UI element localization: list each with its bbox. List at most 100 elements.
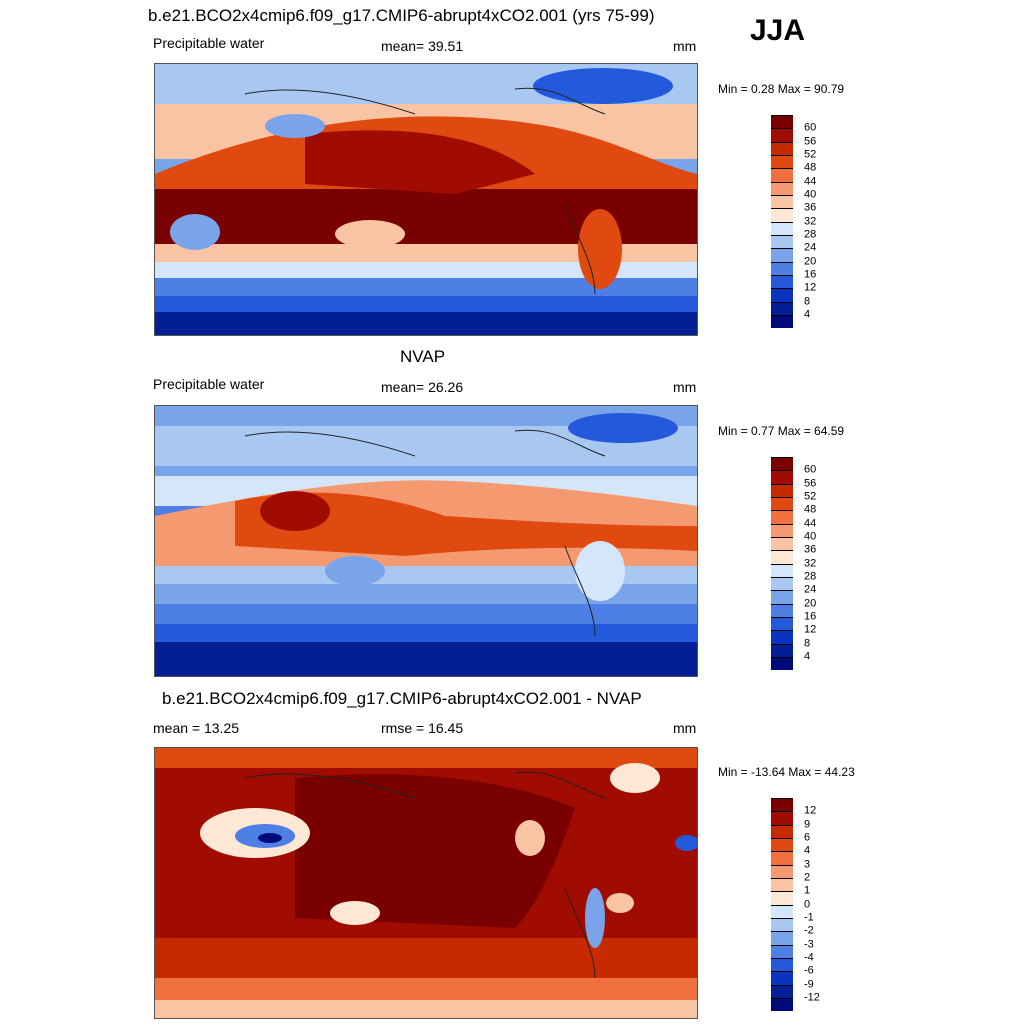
cbar-swatch bbox=[771, 275, 793, 289]
cbar-swatch bbox=[771, 878, 793, 892]
cbar-swatch bbox=[771, 248, 793, 262]
cbar-label: 56 bbox=[804, 477, 817, 490]
cbar-swatch bbox=[771, 510, 793, 524]
cbar-swatch bbox=[771, 457, 793, 471]
cbar-label: 28 bbox=[804, 570, 817, 583]
cbar-label: 12 bbox=[804, 623, 817, 636]
cbar-swatch bbox=[771, 142, 793, 156]
panel3-map bbox=[154, 747, 698, 1019]
cbar-label: 44 bbox=[804, 175, 817, 188]
cbar-swatch bbox=[771, 617, 793, 631]
panel1-title: b.e21.BCO2x4cmip6.f09_g17.CMIP6-abrupt4x… bbox=[148, 6, 655, 25]
cbar-swatch bbox=[771, 484, 793, 498]
cbar-swatch bbox=[771, 838, 793, 852]
panel2-title: NVAP bbox=[400, 347, 446, 366]
cbar-swatch bbox=[771, 235, 793, 249]
cbar-label: 8 bbox=[804, 637, 811, 650]
cbar-swatch bbox=[771, 155, 793, 169]
cbar-swatch bbox=[771, 222, 793, 236]
cbar-label: 1 bbox=[804, 884, 811, 897]
cbar-swatch bbox=[771, 590, 793, 604]
panel2-mean-label: mean= 26.26 bbox=[381, 379, 464, 395]
cbar-swatch bbox=[771, 564, 793, 578]
cbar-label: 2 bbox=[804, 871, 811, 884]
cbar-label: 52 bbox=[804, 490, 817, 503]
cbar-swatch bbox=[771, 182, 793, 196]
cbar-label: -12 bbox=[804, 991, 820, 1004]
cbar-swatch bbox=[771, 891, 793, 905]
panel2-map bbox=[154, 405, 698, 677]
cbar-label: 0 bbox=[804, 898, 811, 911]
panel2-minmax: Min = 0.77 Max = 64.59 bbox=[718, 424, 845, 438]
cbar-swatch bbox=[771, 115, 793, 129]
cbar-label: 24 bbox=[804, 241, 817, 254]
panel3-minmax: Min = -13.64 Max = 44.23 bbox=[718, 765, 855, 779]
cbar-label: 44 bbox=[804, 517, 817, 530]
cbar-swatch bbox=[771, 577, 793, 591]
panel1-minmax: Min = 0.28 Max = 90.79 bbox=[718, 82, 845, 96]
cbar-swatch bbox=[771, 958, 793, 972]
cbar-label: 40 bbox=[804, 530, 817, 543]
cbar-swatch bbox=[771, 945, 793, 959]
cbar-swatch bbox=[771, 657, 793, 670]
cbar-swatch bbox=[771, 497, 793, 511]
cbar-swatch bbox=[771, 825, 793, 839]
cbar-label: 60 bbox=[804, 463, 817, 476]
cbar-label: -4 bbox=[804, 951, 814, 964]
cbar-swatch bbox=[771, 470, 793, 484]
cbar-swatch bbox=[771, 798, 793, 812]
cbar-label: 48 bbox=[804, 161, 817, 174]
cbar-swatch bbox=[771, 208, 793, 222]
panel2-units: mm bbox=[673, 379, 697, 395]
cbar-swatch bbox=[771, 851, 793, 865]
cbar-swatch bbox=[771, 168, 793, 182]
cbar-label: 24 bbox=[804, 583, 817, 596]
cbar-label: 12 bbox=[804, 281, 817, 294]
panel3-units: mm bbox=[673, 720, 697, 736]
cbar-swatch bbox=[771, 998, 793, 1011]
panel3-rmse-label: rmse = 16.45 bbox=[381, 720, 464, 736]
cbar-label: 28 bbox=[804, 228, 817, 241]
cbar-label: 52 bbox=[804, 148, 817, 161]
panel2-colorbar: 60 56 52 48 44 40 36 32 28 24 20 16 12 8… bbox=[771, 457, 831, 670]
panel2-map-field bbox=[155, 406, 697, 676]
cbar-label: 4 bbox=[804, 650, 811, 663]
panel3-mean-label: mean = 13.25 bbox=[153, 720, 240, 736]
cbar-swatch bbox=[771, 985, 793, 999]
cbar-label: 48 bbox=[804, 503, 817, 516]
cbar-swatch bbox=[771, 865, 793, 879]
cbar-label: 32 bbox=[804, 215, 817, 228]
cbar-swatch bbox=[771, 128, 793, 142]
cbar-label: 9 bbox=[804, 818, 811, 831]
panel1-map bbox=[154, 63, 698, 336]
cbar-label: 4 bbox=[804, 844, 811, 857]
cbar-label: 16 bbox=[804, 268, 817, 281]
panel1-units: mm bbox=[673, 38, 697, 54]
cbar-label: 56 bbox=[804, 135, 817, 148]
cbar-swatch bbox=[771, 288, 793, 302]
cbar-label: 20 bbox=[804, 255, 817, 268]
cbar-swatch bbox=[771, 604, 793, 618]
cbar-swatch bbox=[771, 302, 793, 316]
cbar-swatch bbox=[771, 918, 793, 932]
cbar-label: 4 bbox=[804, 308, 811, 321]
panel3-title: b.e21.BCO2x4cmip6.f09_g17.CMIP6-abrupt4x… bbox=[162, 689, 642, 708]
cbar-label: 20 bbox=[804, 597, 817, 610]
cbar-label: 3 bbox=[804, 858, 811, 871]
cbar-label: 6 bbox=[804, 831, 811, 844]
panel1-mean-label: mean= 39.51 bbox=[381, 38, 464, 54]
cbar-swatch bbox=[771, 195, 793, 209]
cbar-swatch bbox=[771, 971, 793, 985]
cbar-label: 12 bbox=[804, 804, 817, 817]
panel1-colorbar: 60 56 52 48 44 40 36 32 28 24 20 16 12 8… bbox=[771, 115, 831, 328]
cbar-swatch bbox=[771, 630, 793, 644]
cbar-swatch bbox=[771, 537, 793, 551]
cbar-swatch bbox=[771, 524, 793, 538]
cbar-swatch bbox=[771, 262, 793, 276]
cbar-label: 16 bbox=[804, 610, 817, 623]
cbar-label: 36 bbox=[804, 543, 817, 556]
cbar-label: -9 bbox=[804, 978, 814, 991]
cbar-label: -1 bbox=[804, 911, 814, 924]
panel3-colorbar: 12 9 6 4 3 2 1 0 -1 -2 -3 -4 -6 -9 -12 bbox=[771, 798, 831, 1011]
panel2-variable-label: Precipitable water bbox=[153, 376, 265, 392]
